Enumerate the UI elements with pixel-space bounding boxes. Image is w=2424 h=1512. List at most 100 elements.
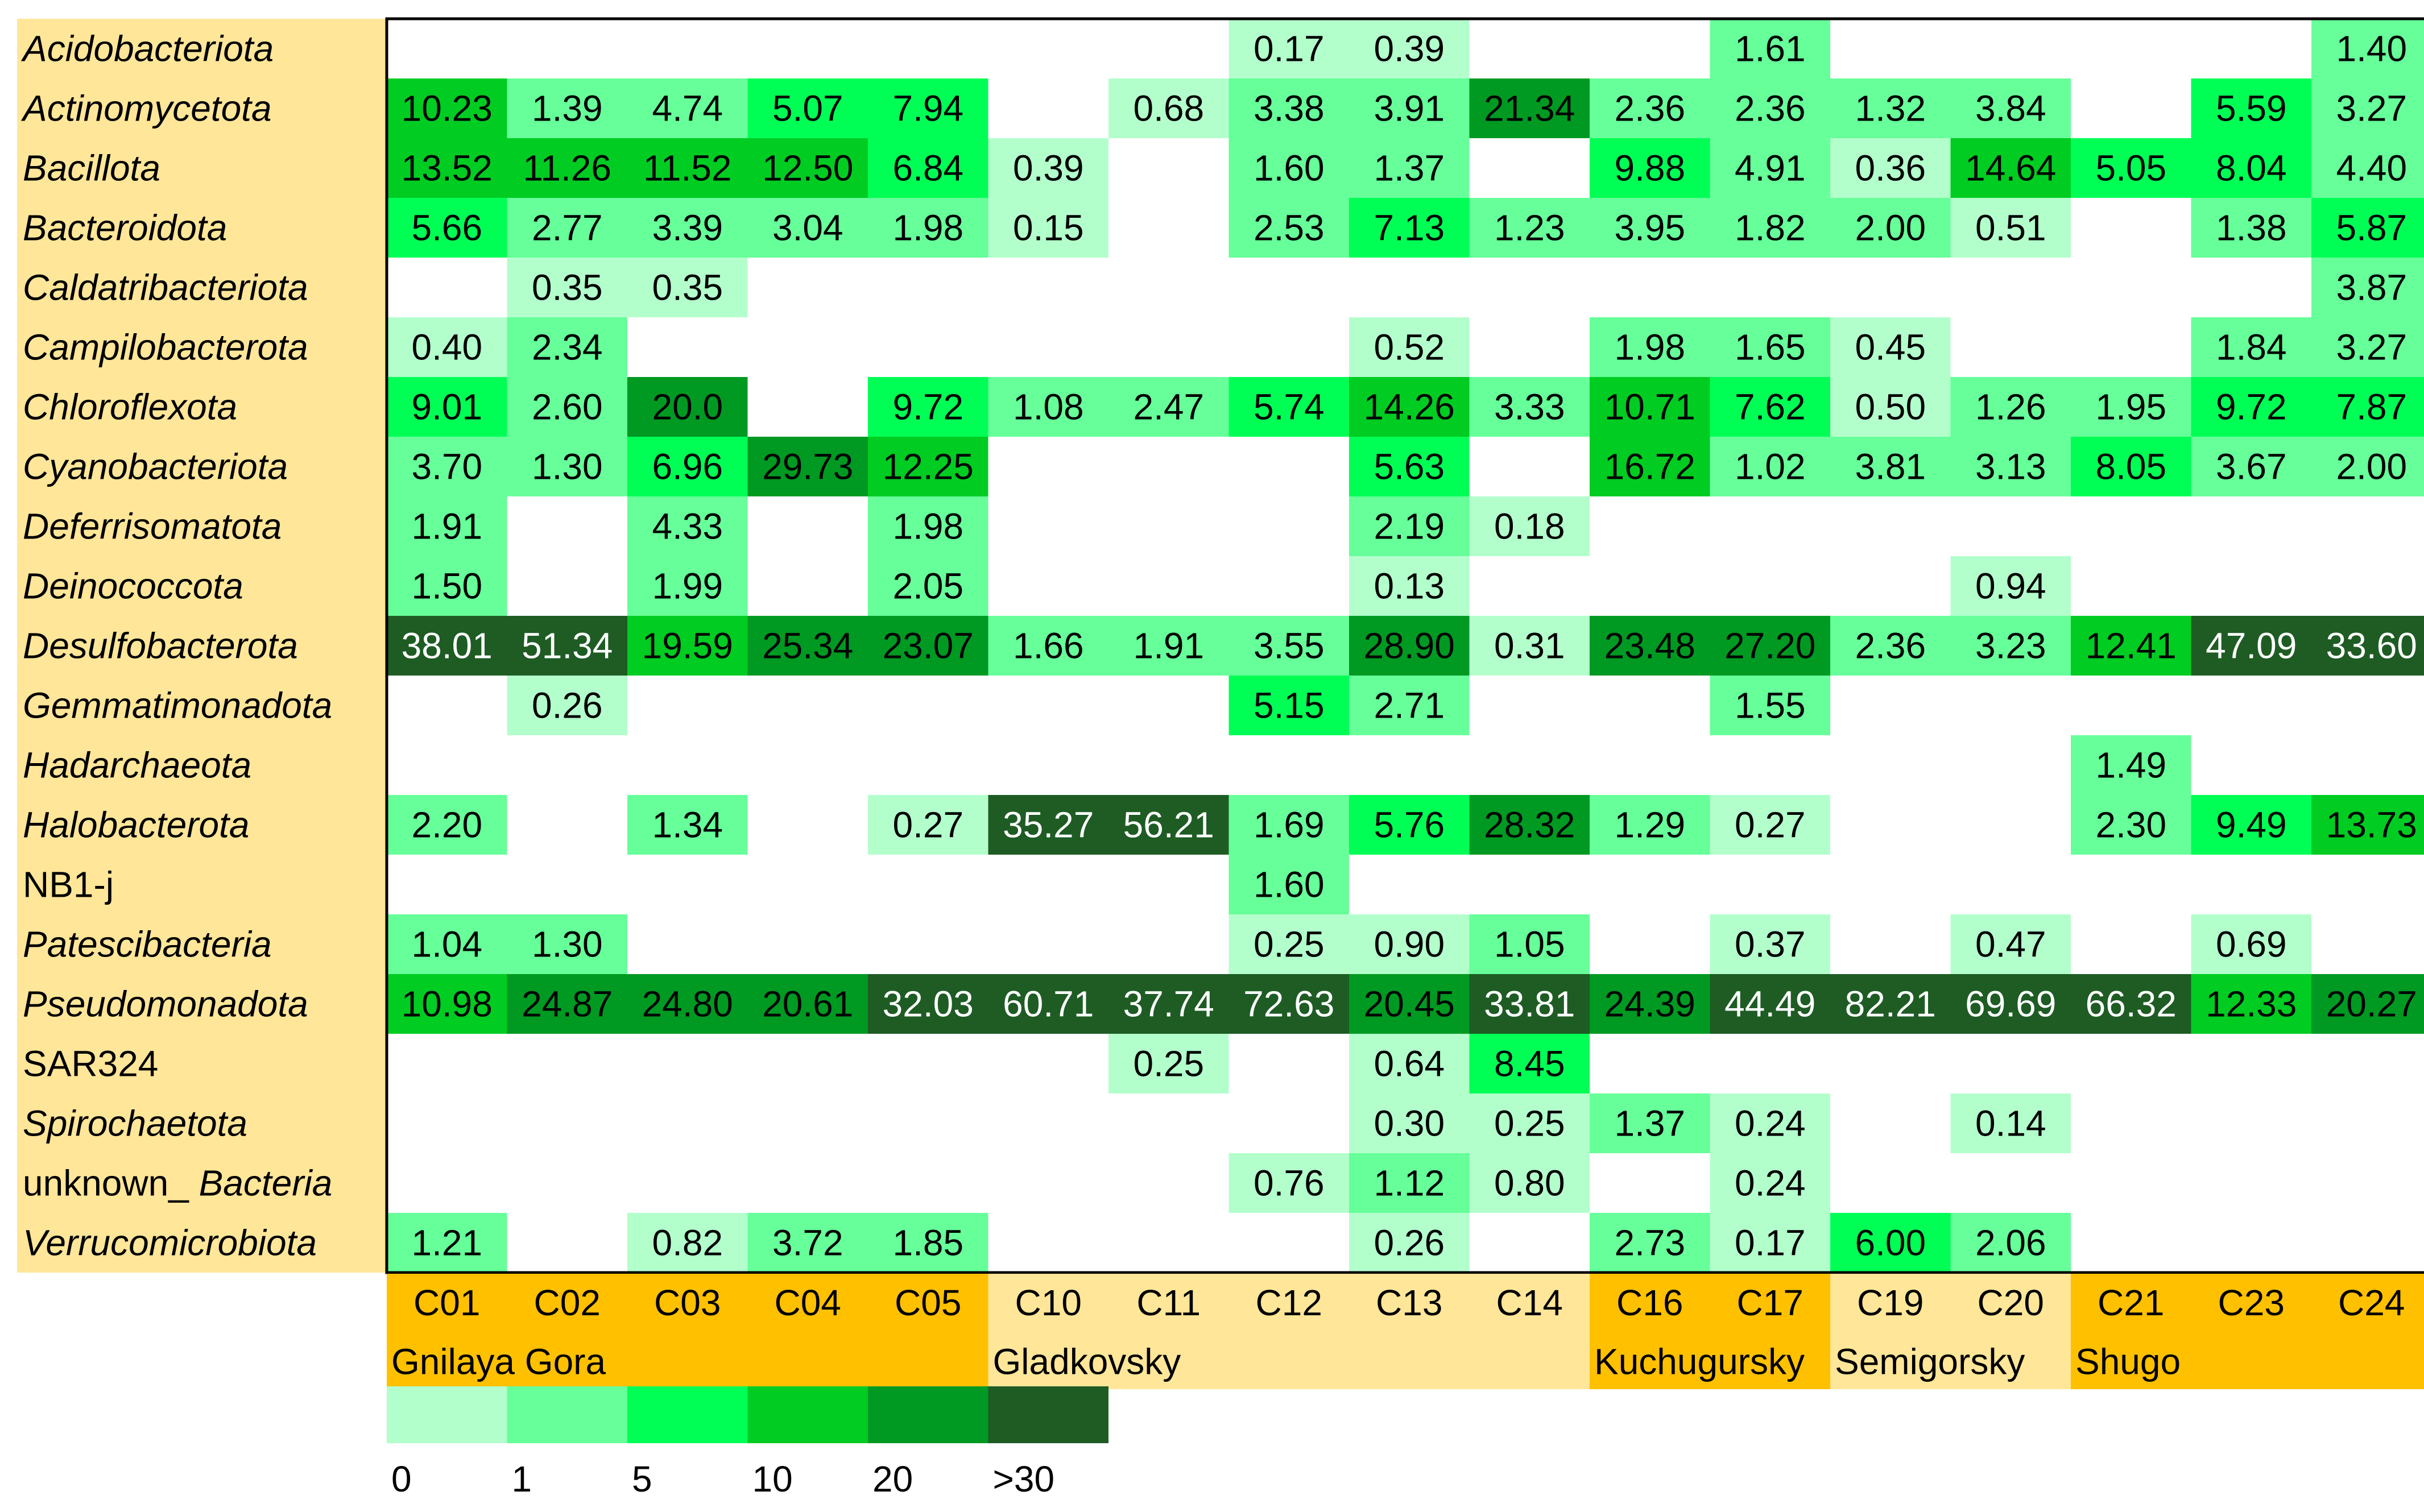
cell-value: 4.74 bbox=[652, 88, 723, 129]
group-label: Gladkovsky bbox=[993, 1341, 1181, 1382]
cell-value: 0.36 bbox=[1855, 148, 1926, 189]
cell-value: 3.70 bbox=[411, 446, 482, 487]
cell-value: 3.27 bbox=[2336, 327, 2407, 368]
cell-value: 32.03 bbox=[883, 984, 974, 1025]
cell-value: 1.40 bbox=[2336, 28, 2407, 69]
heatmap-cell bbox=[1710, 616, 1830, 676]
row-label: Bacillota bbox=[23, 148, 160, 189]
cell-value: 0.26 bbox=[532, 685, 603, 726]
heatmap-cell bbox=[2191, 138, 2311, 198]
legend-label: 0 bbox=[391, 1459, 412, 1499]
cell-value: 33.81 bbox=[1484, 984, 1575, 1025]
cell-value: 0.90 bbox=[1374, 924, 1445, 965]
cell-value: 1.55 bbox=[1735, 685, 1806, 726]
cell-value: 13.73 bbox=[2326, 805, 2417, 846]
cell-value: 8.45 bbox=[1494, 1043, 1565, 1084]
cell-value: 19.59 bbox=[642, 625, 733, 666]
heatmap-cell bbox=[1469, 78, 1590, 138]
column-label: C16 bbox=[1616, 1282, 1683, 1323]
cell-value: 0.27 bbox=[1735, 805, 1806, 846]
heatmap-cell bbox=[1710, 1213, 1830, 1273]
heatmap-cell bbox=[1590, 1213, 1710, 1273]
heatmap-cell bbox=[1590, 138, 1710, 198]
cell-value: 0.80 bbox=[1494, 1163, 1565, 1204]
cell-value: 2.06 bbox=[1975, 1223, 2046, 1264]
cell-value: 3.67 bbox=[2216, 446, 2287, 487]
cell-value: 9.72 bbox=[2216, 387, 2287, 428]
heatmap-cell bbox=[868, 795, 988, 855]
cell-value: 0.17 bbox=[1254, 28, 1325, 69]
heatmap-cell bbox=[1710, 19, 1830, 78]
heatmap-cell bbox=[1590, 974, 1710, 1034]
heatmap-cell bbox=[1349, 616, 1470, 676]
cell-value: 1.04 bbox=[411, 924, 482, 965]
cell-value: 2.34 bbox=[532, 327, 603, 368]
heatmap-cell bbox=[747, 1213, 868, 1273]
heatmap-cell bbox=[507, 78, 627, 138]
legend-swatch bbox=[747, 1386, 868, 1443]
cell-value: 28.32 bbox=[1484, 805, 1575, 846]
cell-value: 44.49 bbox=[1724, 984, 1815, 1025]
heatmap-cell bbox=[1469, 795, 1590, 855]
cell-value: 1.12 bbox=[1374, 1163, 1445, 1204]
cell-value: 2.77 bbox=[532, 208, 603, 248]
cell-value: 2.60 bbox=[532, 387, 603, 428]
cell-value: 82.21 bbox=[1845, 984, 1936, 1025]
heatmap-cell bbox=[988, 974, 1108, 1034]
heatmap-cell bbox=[2071, 974, 2191, 1034]
heatmap-cell bbox=[747, 974, 868, 1034]
heatmap-cell bbox=[1830, 1213, 1951, 1273]
group-band bbox=[988, 1274, 1590, 1389]
heatmap-cell bbox=[507, 437, 627, 496]
cell-value: 9.01 bbox=[411, 387, 482, 428]
cell-value: 1.26 bbox=[1975, 387, 2046, 428]
heatmap-cell bbox=[387, 974, 507, 1034]
cell-value: 1.91 bbox=[1133, 625, 1204, 666]
cell-value: 27.20 bbox=[1724, 625, 1815, 666]
heatmap-cell bbox=[1469, 198, 1590, 258]
heatmap-cell bbox=[1349, 19, 1470, 78]
heatmap-cell bbox=[988, 198, 1108, 258]
cell-value: 11.26 bbox=[523, 148, 611, 189]
cell-value: 20.27 bbox=[2326, 984, 2417, 1025]
row-label: Patescibacteria bbox=[23, 924, 272, 965]
cell-value: 3.13 bbox=[1975, 446, 2046, 487]
cell-value: 12.50 bbox=[762, 148, 853, 189]
heatmap-cell bbox=[507, 377, 627, 437]
cell-value: 3.39 bbox=[652, 208, 723, 248]
heatmap-cell bbox=[627, 556, 748, 616]
cell-value: 1.29 bbox=[1614, 805, 1685, 846]
cell-value: 60.71 bbox=[1003, 984, 1094, 1025]
cell-value: 0.76 bbox=[1254, 1163, 1325, 1204]
cell-value: 1.66 bbox=[1013, 625, 1084, 666]
heatmap-cell bbox=[1830, 616, 1951, 676]
cell-value: 0.47 bbox=[1975, 924, 2046, 965]
cell-value: 2.36 bbox=[1735, 88, 1806, 129]
heatmap-cell bbox=[1349, 138, 1470, 198]
heatmap-cell bbox=[1710, 78, 1830, 138]
heatmap-cell bbox=[627, 198, 748, 258]
heatmap-cell bbox=[507, 258, 627, 317]
cell-value: 2.05 bbox=[892, 566, 963, 607]
heatmap-cell bbox=[1590, 1093, 1710, 1153]
cell-value: 1.98 bbox=[892, 208, 963, 248]
cell-value: 7.13 bbox=[1374, 208, 1445, 248]
heatmap-cell bbox=[1349, 317, 1470, 377]
cell-value: 5.15 bbox=[1254, 685, 1325, 726]
heatmap-cell bbox=[1830, 138, 1951, 198]
cell-value: 4.91 bbox=[1735, 148, 1806, 189]
cell-value: 3.84 bbox=[1975, 88, 2046, 129]
cell-value: 9.72 bbox=[892, 387, 963, 428]
cell-value: 0.37 bbox=[1735, 924, 1806, 965]
heatmap-cell bbox=[1108, 1034, 1229, 1093]
cell-value: 5.59 bbox=[2216, 88, 2287, 129]
heatmap-cell bbox=[2311, 317, 2424, 377]
heatmap-cell bbox=[2191, 437, 2311, 496]
cell-value: 14.64 bbox=[1965, 148, 2056, 189]
cell-value: 1.50 bbox=[411, 566, 482, 607]
heatmap-cell bbox=[1469, 1093, 1590, 1153]
heatmap-cell bbox=[627, 138, 748, 198]
heatmap-cell bbox=[1349, 556, 1470, 616]
heatmap-cell bbox=[868, 198, 988, 258]
